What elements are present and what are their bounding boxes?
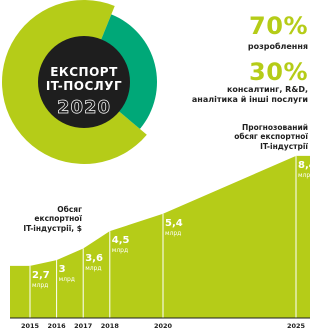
pie-center xyxy=(38,36,130,128)
consulting-label: консалтинг, R&D, аналітика й інші послуг… xyxy=(158,85,308,105)
data-label: 8,4 xyxy=(298,159,316,171)
volume-note: Обсяг експортної IT-індустрії, $ xyxy=(10,205,82,233)
data-unit-label: млрд xyxy=(85,264,102,272)
development-percent: 70% xyxy=(249,12,308,40)
forecast-note: Прогнозований обсяг експортної IT-індуст… xyxy=(198,123,308,151)
x-tick-label: 2025 xyxy=(286,322,306,330)
page-title: ЕКСПОРТ IT-ПОСЛУГ xyxy=(34,65,134,94)
x-tick-label: 2016 xyxy=(47,322,66,330)
data-unit-label: млрд xyxy=(58,276,75,284)
forecast-note-line-2: обсяг експортної xyxy=(234,132,308,142)
volume-note-line-2: експортної xyxy=(34,214,82,224)
consulting-label-line-1: консалтинг, R&D, xyxy=(226,85,308,94)
development-label: розроблення xyxy=(247,42,308,51)
year-dividers xyxy=(29,155,297,318)
x-tick-label: 2015 xyxy=(20,322,40,330)
area-series xyxy=(10,155,310,318)
data-unit-label: млрд xyxy=(111,247,129,255)
volume-note-line-1: Обсяг xyxy=(57,205,82,214)
x-tick-label: 2020 xyxy=(153,322,173,330)
data-label: 2,7 xyxy=(32,269,50,281)
title-line-2: IT-ПОСЛУГ xyxy=(45,78,123,93)
consulting-label-line-2: аналітика й інші послуги xyxy=(191,95,308,104)
title-line-1: ЕКСПОРТ xyxy=(50,65,118,79)
data-label: 3,6 xyxy=(85,252,103,264)
data-label: 3 xyxy=(58,264,66,276)
data-unit-label: млрд xyxy=(32,281,49,289)
data-label: 4,5 xyxy=(111,235,130,247)
volume-note-line-3: IT-індустрії, $ xyxy=(23,223,82,233)
consulting-percent: 30% xyxy=(249,58,308,86)
forecast-note-line-3: IT-індустрії xyxy=(260,141,308,151)
data-unit-label: млрд xyxy=(298,171,315,179)
data-label: 5,4 xyxy=(165,217,183,229)
x-tick-label: 2018 xyxy=(100,322,119,330)
title-year: 2020 xyxy=(56,97,112,118)
forecast-note-line-1: Прогнозований xyxy=(241,123,308,132)
data-unit-label: млрд xyxy=(165,229,182,237)
x-tick-label: 2017 xyxy=(74,322,93,330)
